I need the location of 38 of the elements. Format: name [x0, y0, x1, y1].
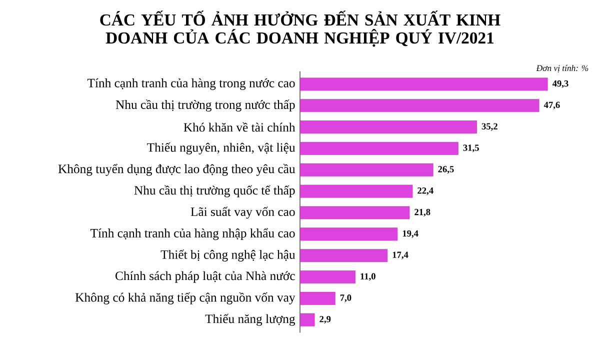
y-tick-label: Tính cạnh tranh của hàng trong nước cao: [87, 78, 295, 90]
data-label: 47,6: [544, 102, 560, 110]
y-tick-label: Chính sách pháp luật của Nhà nước: [116, 271, 295, 283]
bar: [300, 249, 388, 262]
y-tick-label: Nhu cầu thị trường quốc tế thấp: [134, 185, 295, 198]
data-label: 31,5: [463, 144, 479, 152]
y-tick-label: Khó khăn về tài chính: [184, 122, 296, 132]
bar: [300, 99, 540, 112]
bar: [300, 313, 315, 326]
data-label: 35,2: [482, 123, 498, 131]
bar: [300, 184, 413, 198]
data-label: 17,4: [392, 252, 408, 260]
y-tick-label: Lãi suất vay vốn cao: [190, 206, 295, 219]
annotation: Đơn vị tính: %: [536, 64, 588, 72]
y-tick-label: Nhu cầu thị trường trong nước thấp: [116, 100, 295, 112]
bar: [300, 270, 356, 284]
bar: [300, 206, 410, 220]
y-tick-label: Tính cạnh tranh của hàng nhập khẩu cao: [90, 228, 295, 240]
bar: [300, 292, 336, 305]
y-tick-label: Thiếu năng lượng: [205, 314, 296, 326]
y-tick-label: Thiết bị công nghệ lạc hậu: [160, 250, 296, 262]
data-label: 21,8: [414, 208, 430, 217]
data-label: 7,0: [340, 294, 352, 302]
y-tick-label: Không tuyển dụng được lao động theo yêu cầu: [58, 164, 296, 176]
bar: [300, 228, 398, 241]
data-label: 11,0: [360, 273, 376, 281]
data-label: 22,4: [418, 187, 434, 196]
data-label: 26,5: [438, 166, 454, 174]
bar: [300, 120, 477, 134]
data-label: 49,3: [552, 80, 568, 88]
y-tick-label: Thiếu nguyên, nhiên, vật liệu: [147, 142, 296, 154]
bar: [300, 163, 434, 176]
data-label: 19,4: [402, 230, 418, 238]
bar: [300, 78, 548, 91]
data-label: 2,9: [320, 316, 331, 324]
y-tick-label: Không có khả năng tiếp cận nguồn vốn vay: [75, 292, 296, 304]
bar: [300, 142, 458, 155]
chart-title: CÁC YẾU TỐ ẢNH HƯỞNG ĐẾN SẢN XUẤT KINH DOANH CỦA CÁC DOANH NGHIỆP QUÝ IV/2021: [100, 10, 500, 47]
